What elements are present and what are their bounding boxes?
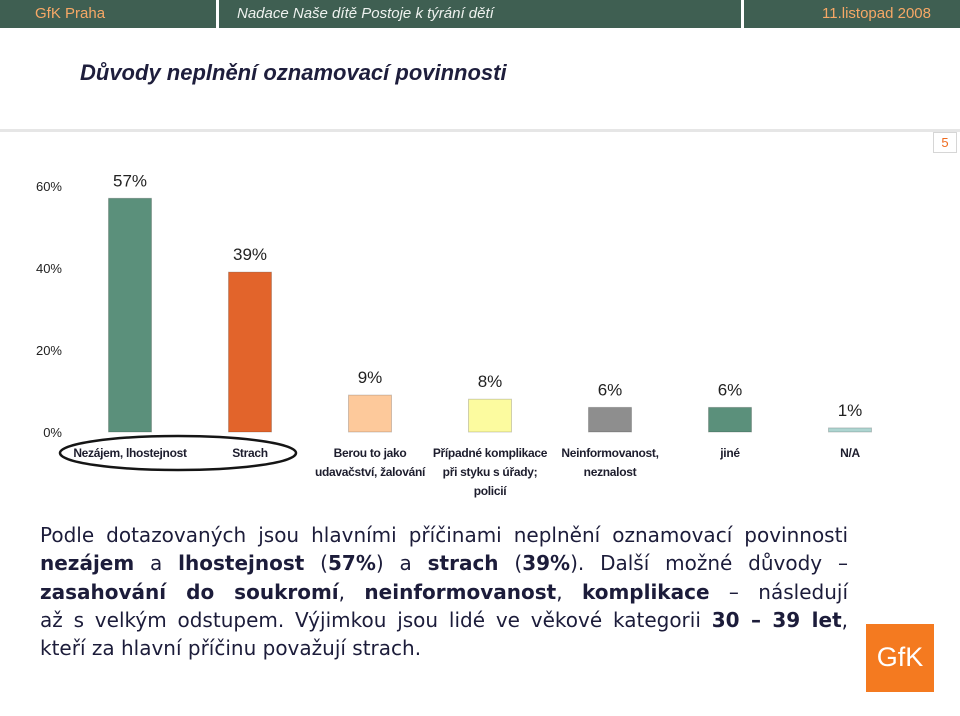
highlight-ellipse <box>58 434 298 472</box>
bar <box>348 394 392 433</box>
summary-emphasis: 57% <box>327 551 376 576</box>
gfk-logo: GfK <box>866 624 934 692</box>
summary-emphasis: nezájem <box>40 551 135 576</box>
y-tick-label: 0% <box>43 425 62 440</box>
bar <box>228 271 272 433</box>
bar <box>828 427 872 433</box>
summary-text-segment: až s velkým odstupem. Výjimkou jsou lidé… <box>40 607 712 632</box>
header-project-title: Nadace Naše dítě Postoje k týrání dětí <box>219 0 741 28</box>
bar-chart: 0% 20% 40% 60% 57% 39% 9% 8% 6% 6% 1% <box>36 171 872 472</box>
bar-value-label: 6% <box>718 380 743 399</box>
bar-value-label: 39% <box>233 245 267 264</box>
summary-text-segment: , <box>841 607 848 632</box>
summary-text-segment: ( <box>498 551 523 576</box>
summary-line-4: až s velkým odstupem. Výjimkou jsou lidé… <box>40 606 848 634</box>
summary-line-1: Podle dotazovaných jsou hlavními příčina… <box>40 523 848 547</box>
bar <box>468 398 512 433</box>
bar-value-label: 9% <box>358 368 383 387</box>
header-date: 11.listopad 2008 <box>744 0 960 28</box>
header-bar: GfK Praha Nadace Naše dítě Postoje k týr… <box>0 0 960 28</box>
summary-text: Podle dotazovaných jsou hlavními příčina… <box>40 521 848 662</box>
summary-text-segment: ). Další možné důvody – <box>570 551 848 576</box>
bar-value-label: 1% <box>838 401 863 420</box>
summary-emphasis: zasahování do soukromí <box>40 579 339 604</box>
bar-value-label: 8% <box>478 372 503 391</box>
y-tick-label: 20% <box>36 343 62 358</box>
slide-number: 5 <box>933 132 957 153</box>
summary-text-segment: , <box>556 579 582 604</box>
divider <box>0 129 960 132</box>
y-tick-label: 40% <box>36 261 62 276</box>
summary-text-segment: ) a <box>375 551 428 576</box>
summary-line-3: zasahování do soukromí, neinformovanost,… <box>40 578 848 606</box>
summary-text-segment: , <box>338 579 365 604</box>
y-axis: 0% 20% 40% 60% <box>36 179 62 440</box>
gfk-logo-text: GfK <box>876 642 924 672</box>
bar <box>708 406 752 433</box>
value-labels: 57% 39% 9% 8% 6% 6% 1% <box>113 171 862 420</box>
summary-text-segment: – následují <box>709 579 849 604</box>
bar-value-label: 57% <box>113 171 147 190</box>
summary-text-segment: a <box>134 551 179 576</box>
bars <box>108 197 872 433</box>
page-title: Důvody neplnění oznamovací povinnosti <box>80 60 507 85</box>
summary-emphasis: 39% <box>522 551 571 576</box>
summary-emphasis: neinformovanost <box>364 579 557 604</box>
bar <box>588 406 632 433</box>
header-company: GfK Praha <box>0 0 216 28</box>
bar-value-label: 6% <box>598 380 623 399</box>
summary-text-segment: ( <box>304 551 328 576</box>
bar <box>108 197 152 433</box>
summary-emphasis: 30 – 39 let <box>711 607 842 632</box>
summary-emphasis: komplikace <box>581 579 710 604</box>
summary-line-2: nezájem a lhostejnost (57%) a strach (39… <box>40 549 848 577</box>
y-tick-label: 60% <box>36 179 62 194</box>
summary-emphasis: lhostejnost <box>178 551 305 576</box>
summary-emphasis: strach <box>427 551 499 576</box>
summary-line-5: kteří za hlavní příčinu považují strach. <box>40 636 422 661</box>
